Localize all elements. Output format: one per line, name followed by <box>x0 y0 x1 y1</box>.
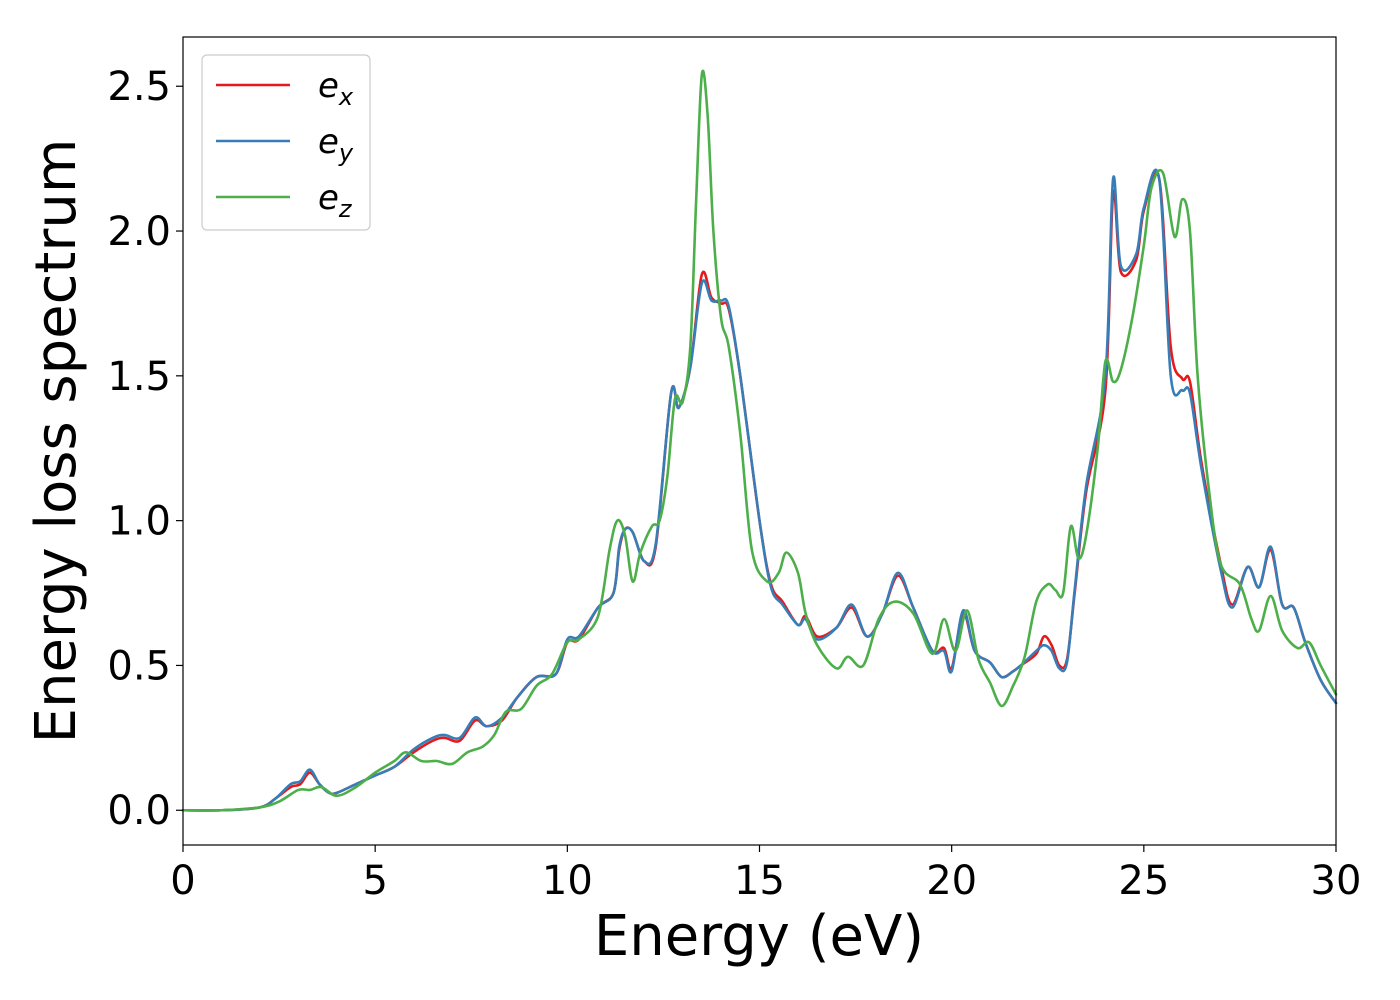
y-tick-label: 1.0 <box>107 499 171 545</box>
series-line-e-z <box>181 69 1338 812</box>
y-tick-label: 0.5 <box>107 643 171 689</box>
x-axis-label: Energy (eV) <box>594 904 924 969</box>
y-tick-label: 2.0 <box>107 209 171 255</box>
y-tick-label: 0.0 <box>107 788 171 834</box>
x-tick-label: 30 <box>1311 858 1362 904</box>
y-tick-label: 2.5 <box>107 64 171 110</box>
y-tick-label: 1.5 <box>107 354 171 400</box>
x-tick-label: 25 <box>1118 858 1169 904</box>
y-axis-label: Energy loss spectrum <box>24 139 89 744</box>
series-layer <box>181 69 1338 812</box>
x-tick-label: 10 <box>542 858 593 904</box>
x-tick-label: 20 <box>926 858 977 904</box>
legend-box <box>201 54 371 231</box>
x-tick-label: 15 <box>734 858 785 904</box>
y-axis: 0.0 0.5 1.0 1.5 2.0 2.5 <box>107 64 183 834</box>
x-tick-label: 5 <box>362 858 387 904</box>
x-axis: 0 5 10 15 20 25 30 <box>170 845 1361 904</box>
x-tick-label: 0 <box>170 858 195 904</box>
plot-area <box>183 37 1336 845</box>
